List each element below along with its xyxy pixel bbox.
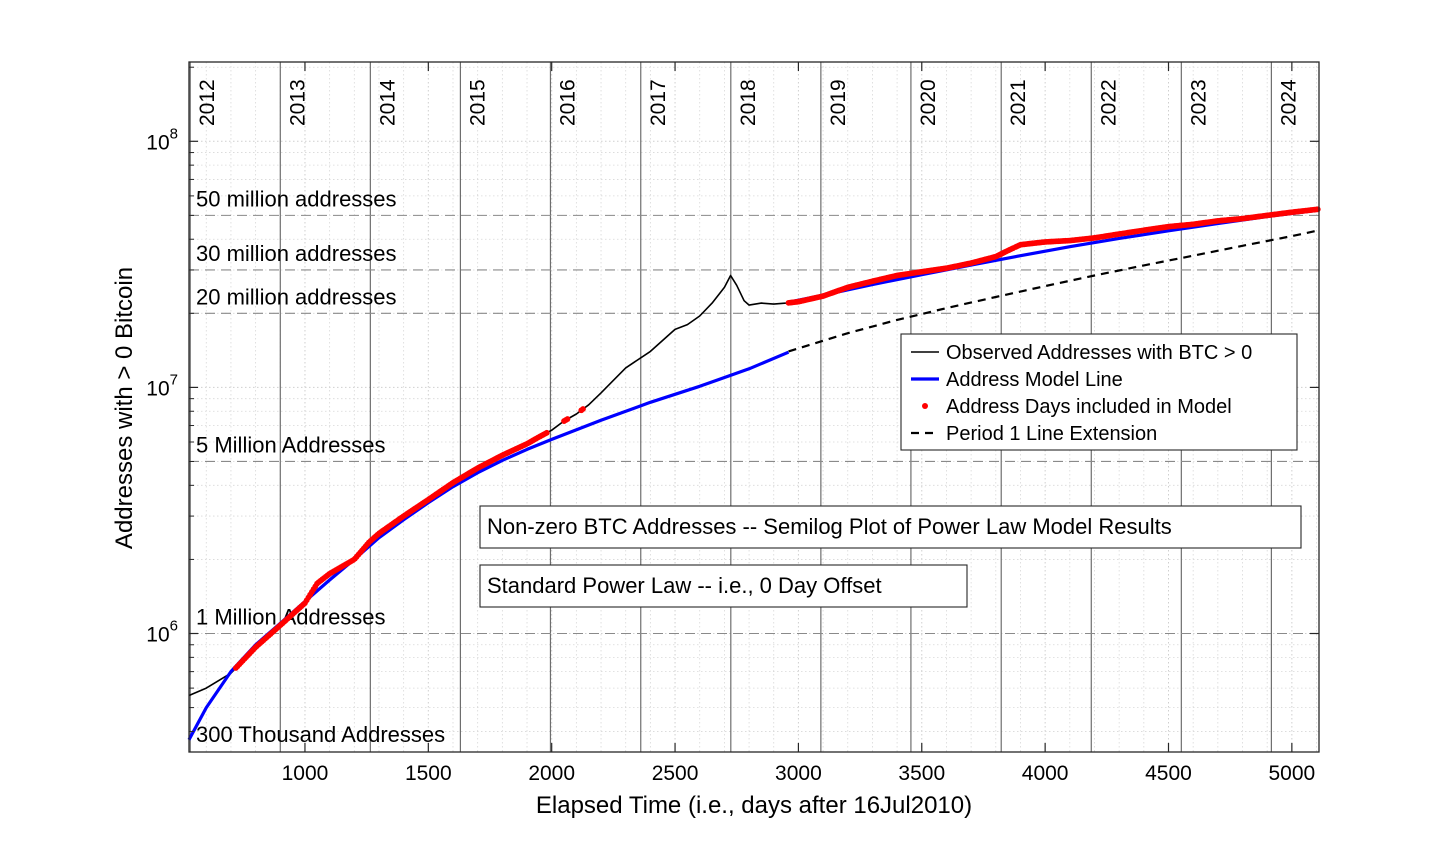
axis-ticks: 1000 1500 2000 2500 3000 3500 4000 4500 5000 106 1… xyxy=(146,62,1319,785)
model-day-point xyxy=(564,416,571,422)
legend-box xyxy=(900,333,1298,451)
annotation-box xyxy=(479,564,968,608)
legend-symbol-dot xyxy=(922,403,928,409)
year-label-2021: 2021 xyxy=(1007,79,1030,126)
annotation-box xyxy=(479,505,1302,549)
legend-label: Observed Addresses with BTC > 0 xyxy=(946,342,1252,364)
model-day-point xyxy=(580,406,586,412)
legend-label: Period 1 Line Extension xyxy=(946,423,1157,445)
year-lines: 2012 2013 2014 2015 2016 2017 2018 2019 2020 2021… xyxy=(189,62,1300,752)
annotation-text: Standard Power Law -- i.e., 0 Day Offset xyxy=(487,573,882,598)
year-label-2022: 2022 xyxy=(1097,79,1120,126)
annotation-text: Non-zero BTC Addresses -- Semilog Plot o… xyxy=(487,514,1172,539)
model-day-point xyxy=(1314,206,1321,213)
year-label-2024: 2024 xyxy=(1277,79,1300,126)
legend: Observed Addresses with BTC > 0 Address M… xyxy=(900,333,1298,451)
year-label-2014: 2014 xyxy=(376,79,399,126)
year-label-2018: 2018 xyxy=(737,79,760,126)
year-label-2013: 2013 xyxy=(286,79,309,126)
x-axis-title: Elapsed Time (i.e., days after 16Jul2010… xyxy=(536,792,972,819)
series-model-days-dots xyxy=(232,206,1321,671)
year-label-2020: 2020 xyxy=(917,79,940,126)
y-tick-label: 108 xyxy=(146,125,178,154)
x-tick-label: 4500 xyxy=(1145,762,1192,785)
y-tick-label: 106 xyxy=(146,618,178,647)
reference-label: 5 Million Addresses xyxy=(196,432,386,457)
reference-label: 300 Thousand Addresses xyxy=(196,722,445,747)
reference-label: 30 million addresses xyxy=(196,241,397,266)
x-tick-label: 1000 xyxy=(282,762,329,785)
year-label-2012: 2012 xyxy=(196,79,219,126)
reference-label: 50 million addresses xyxy=(196,186,397,211)
reference-lines: 50 million addresses 30 million addresses… xyxy=(189,186,1319,747)
year-label-2017: 2017 xyxy=(647,79,670,126)
year-label-2023: 2023 xyxy=(1187,79,1210,126)
x-tick-label: 3500 xyxy=(898,762,945,785)
year-label-2016: 2016 xyxy=(556,79,579,126)
year-label-2015: 2015 xyxy=(466,79,489,126)
x-tick-label: 4000 xyxy=(1022,762,1069,785)
x-tick-label: 2500 xyxy=(652,762,699,785)
plot-frame xyxy=(188,61,1320,753)
x-tick-label: 2000 xyxy=(528,762,575,785)
x-tick-label: 3000 xyxy=(775,762,822,785)
x-tick-label: 5000 xyxy=(1269,762,1316,785)
series-model-line xyxy=(788,208,1320,304)
x-tick-label: 1500 xyxy=(405,762,452,785)
legend-label: Address Model Line xyxy=(946,369,1123,391)
reference-label: 20 million addresses xyxy=(196,284,397,309)
legend-label: Address Days included in Model xyxy=(946,396,1232,418)
annotation-boxes: Non-zero BTC Addresses -- Semilog Plot o… xyxy=(479,505,1302,608)
series-extension-dashed xyxy=(788,229,1320,353)
year-label-2019: 2019 xyxy=(827,79,850,126)
y-axis-title: Addresses with > 0 Bitcoin xyxy=(111,267,138,549)
model-day-point xyxy=(543,429,550,436)
y-tick-label: 107 xyxy=(146,371,178,400)
data-series xyxy=(187,206,1321,741)
